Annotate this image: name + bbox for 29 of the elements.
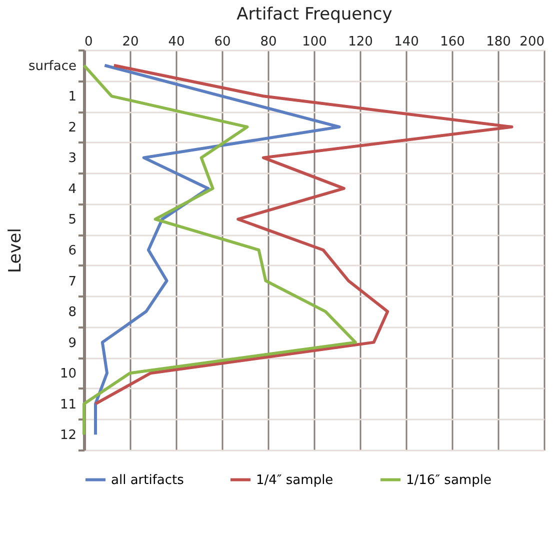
x-tick-label: 20 <box>122 34 139 50</box>
x-axis-title: Artifact Frequency <box>236 4 392 24</box>
legend-label: 1/4″ sample <box>256 472 334 488</box>
y-tick-label: 6 <box>68 244 76 258</box>
y-tick-label: 3 <box>68 151 76 166</box>
y-tick-label: 12 <box>60 428 76 444</box>
y-tick-label: surface <box>28 58 76 74</box>
y-tick-label: 1 <box>68 90 76 105</box>
y-tick-label: 9 <box>68 336 76 351</box>
legend-label: all artifacts <box>111 472 184 488</box>
x-tick-label: 80 <box>260 34 277 50</box>
y-tick-label: 8 <box>68 305 76 320</box>
x-tick-label: 40 <box>168 34 185 50</box>
y-tick-label: 10 <box>60 366 76 382</box>
x-tick-label: 100 <box>302 34 327 50</box>
y-axis-title: Level <box>5 228 26 273</box>
legend-label: 1/16″ sample <box>406 472 492 488</box>
y-tick-label: 11 <box>60 397 76 412</box>
y-tick-label: 7 <box>68 274 76 290</box>
x-tick-label: 140 <box>394 34 419 50</box>
x-tick-label: 200 <box>520 34 544 50</box>
x-tick-label: 60 <box>214 34 231 50</box>
x-tick-label: 0 <box>84 34 93 50</box>
x-tick-label: 120 <box>348 34 373 50</box>
y-tick-label: 5 <box>68 212 76 228</box>
y-tick-label: 4 <box>68 182 76 197</box>
y-tick-label: 2 <box>68 120 76 136</box>
x-tick-label: 180 <box>486 34 511 50</box>
x-tick-label: 160 <box>440 34 465 50</box>
